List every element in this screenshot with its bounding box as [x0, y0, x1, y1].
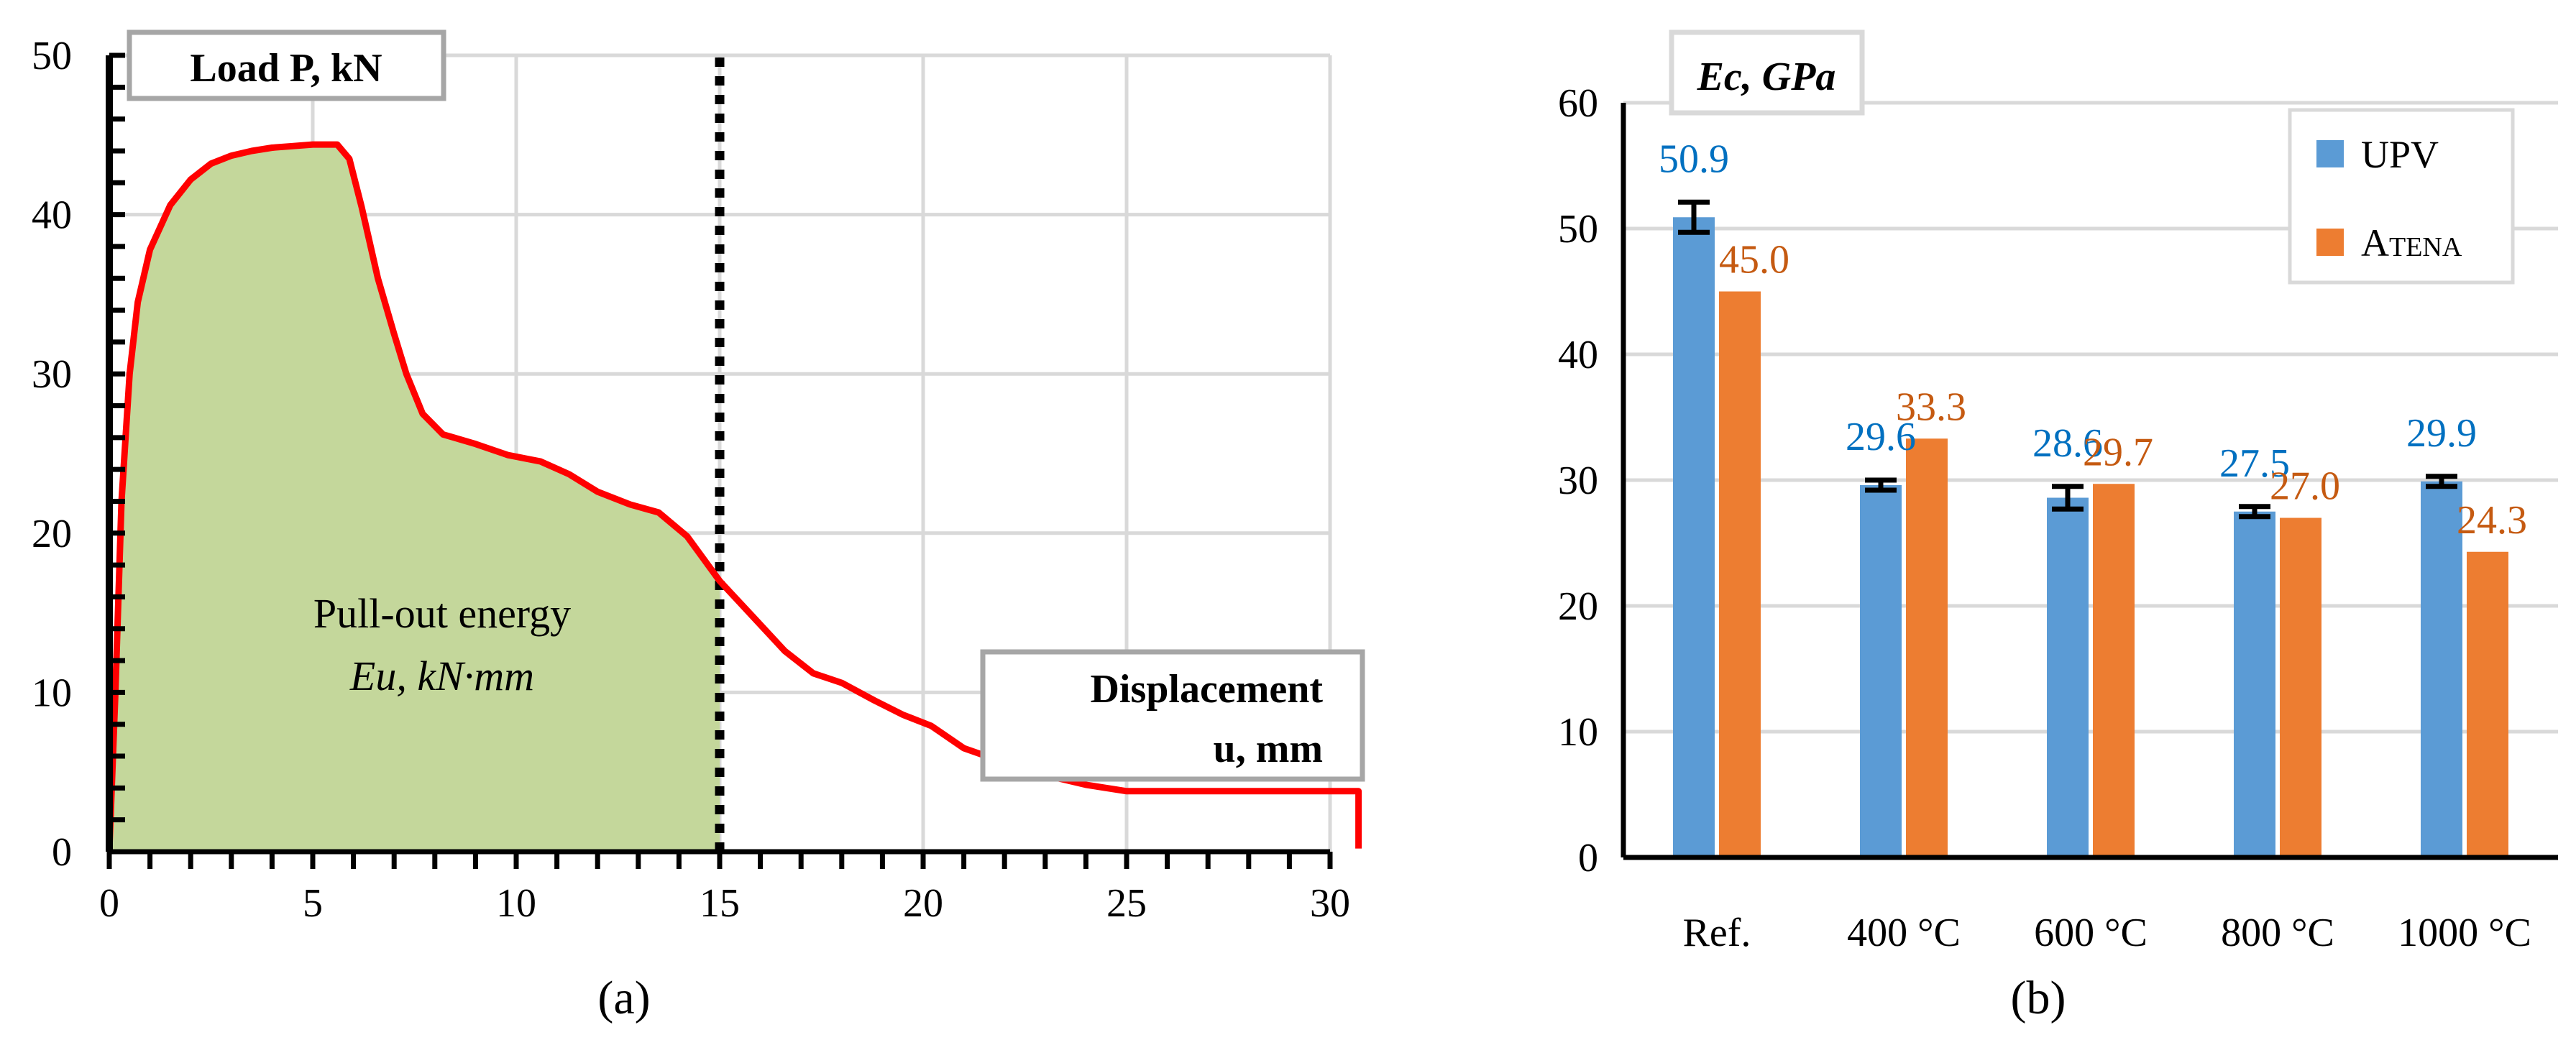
y-tick-label-b: 0 [1578, 836, 1598, 880]
x-tick-label-a: 15 [700, 881, 740, 926]
y-tick-label-b: 20 [1558, 584, 1598, 629]
panel-b-bar-chart: Ref. 400 °C 600 °C 800 °C 1000 °C 0 10 20 30 40 50… [1558, 29, 2558, 1024]
x-tick-label-a: 5 [303, 881, 323, 926]
y-tick-label-b: 40 [1558, 333, 1598, 377]
bar-upv-0 [1673, 217, 1715, 857]
legend-swatch-atena [2316, 229, 2344, 256]
panel-b-bars [1673, 199, 2508, 857]
data-label-upv-1: 29.6 [1846, 415, 1916, 459]
xlabel-box-a: Displacement u, mm [980, 649, 1365, 782]
legend-label-upv: UPV [2361, 133, 2439, 176]
bar-atena-2 [2093, 484, 2135, 857]
category-label-1: 400 °C [1847, 911, 1961, 955]
panel-b-tick-labels: Ref. 400 °C 600 °C 800 °C 1000 °C 0 10 20 30 40 50… [1558, 81, 2531, 955]
panel-b-data-labels: 50.9 45.0 29.633.3 28.629.7 27.527.0 29.9 24.3 [1659, 137, 2527, 543]
data-label-upv-0: 50.9 [1659, 137, 1729, 181]
y-tick-label-b: 10 [1558, 710, 1598, 755]
bar-upv-4 [2421, 481, 2462, 857]
energy-label-line2: Eu, kN·mm [349, 653, 534, 699]
ylabel-box-b: Ec, GPa [1669, 29, 1865, 116]
panel-b-axes [1621, 103, 2558, 860]
legend-b: UPV Atena [2288, 108, 2515, 285]
y-tick-label-a: 50 [32, 34, 72, 78]
bar-atena-4 [2467, 551, 2508, 857]
y-tick-label-a: 40 [32, 193, 72, 238]
bar-upv-3 [2234, 511, 2275, 857]
legend-swatch-upv [2316, 140, 2344, 167]
panel-label-a: (a) [597, 972, 650, 1024]
panel-b-gridlines [1623, 101, 2558, 734]
y-tick-label-a: 0 [52, 830, 72, 875]
ylabel-box-a: Load P, kN [127, 29, 446, 101]
bar-atena-1 [1906, 438, 1948, 857]
data-label-atena-1: 33.3 [1896, 385, 1966, 429]
data-label-atena-4: 24.3 [2457, 498, 2527, 543]
x-tick-label-a: 30 [1310, 881, 1350, 926]
y-axis-title-b: Ec, GPa [1697, 55, 1836, 99]
x-axis-title-a-line2: u, mm [1214, 727, 1323, 771]
load-displacement-curve [106, 141, 1362, 852]
y-tick-label-a: 10 [32, 671, 72, 715]
x-tick-label-a: 20 [903, 881, 943, 926]
data-label-atena-2: 29.7 [2083, 430, 2153, 474]
x-tick-label-a: 0 [99, 881, 119, 926]
category-label-3: 800 °C [2221, 911, 2334, 955]
panel-label-b: (b) [2011, 972, 2066, 1024]
y-tick-label-b: 50 [1558, 207, 1598, 252]
panel-a-axes [106, 52, 1333, 869]
y-axis-title-a: Load P, kN [190, 46, 382, 91]
data-label-upv-4: 29.9 [2406, 411, 2477, 456]
bar-upv-2 [2047, 497, 2089, 857]
x-tick-label-a: 25 [1106, 881, 1147, 926]
category-label-2: 600 °C [2034, 911, 2148, 955]
category-label-0: Ref. [1683, 911, 1751, 955]
y-tick-label-a: 30 [32, 352, 72, 397]
bar-atena-0 [1719, 291, 1761, 857]
category-label-4: 1000 °C [2398, 911, 2531, 955]
energy-label-line1: Pull-out energy [313, 590, 571, 637]
x-axis-title-a-line1: Displacement [1090, 667, 1323, 712]
bar-atena-3 [2280, 517, 2321, 857]
data-label-upv-3: 27.5 [2219, 441, 2290, 486]
pullout-energy-area [109, 144, 720, 852]
x-tick-label-a: 10 [496, 881, 536, 926]
y-tick-label-b: 30 [1558, 459, 1598, 503]
data-label-atena-0: 45.0 [1719, 238, 1789, 282]
panel-a-tick-labels: 0 5 10 15 20 25 30 0 10 20 30 40 50 [32, 34, 1350, 926]
y-tick-label-b: 60 [1558, 81, 1598, 126]
bar-upv-1 [1860, 485, 1902, 857]
legend-label-atena: Atena [2361, 221, 2462, 264]
y-tick-label-a: 20 [32, 512, 72, 556]
data-label-upv-2: 28.6 [2032, 421, 2103, 466]
data-label-atena-3: 27.0 [2270, 464, 2340, 509]
